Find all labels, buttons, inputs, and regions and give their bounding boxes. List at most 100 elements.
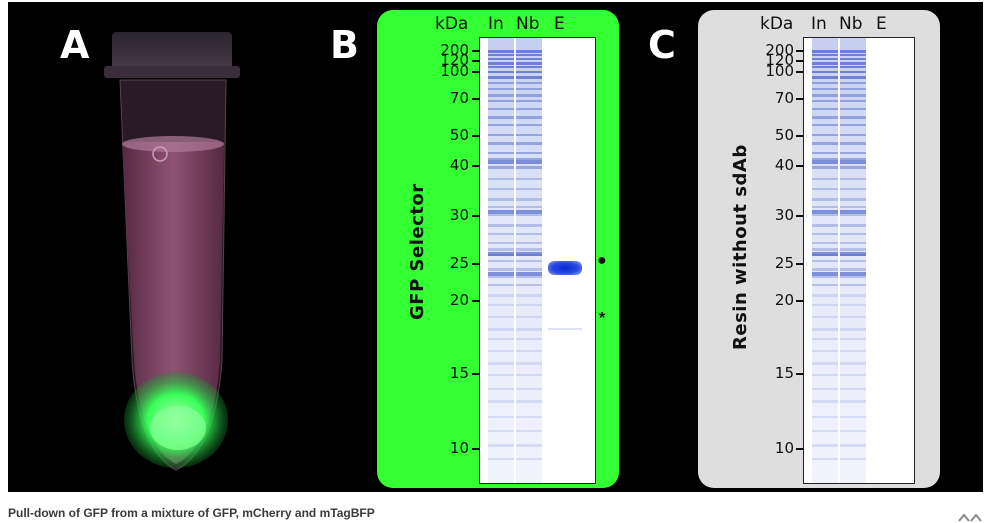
mw-marker-label: 15 xyxy=(449,364,469,382)
mw-marker-label: 200 xyxy=(765,41,794,59)
gel-band xyxy=(516,224,542,227)
mw-marker-tick xyxy=(472,71,479,73)
gel-band-strong xyxy=(840,210,866,214)
expand-icon[interactable] xyxy=(955,512,983,523)
mw-marker-tick xyxy=(796,135,803,137)
mw-marker-tick xyxy=(796,98,803,100)
gel-band xyxy=(840,268,866,271)
gel-band xyxy=(488,214,514,216)
star-marker: * xyxy=(599,310,606,327)
mw-marker-tick xyxy=(472,263,479,265)
panel-c-gel-frame: kDa In Nb E Resin without sdAb 200 120 100… xyxy=(698,10,940,488)
gel-band xyxy=(840,54,866,56)
gel-band xyxy=(840,116,866,119)
gel-band xyxy=(488,166,514,169)
mw-marker-tick xyxy=(472,135,479,137)
gel-band xyxy=(488,71,514,73)
gel-band xyxy=(840,108,866,110)
gel-band xyxy=(488,374,514,376)
mw-marker-label: 40 xyxy=(449,156,469,174)
gel-band xyxy=(516,242,542,244)
lane-header-nb: Nb xyxy=(516,14,540,34)
gel-band xyxy=(812,444,838,447)
lane-header-e: E xyxy=(876,14,887,34)
gel-band xyxy=(840,100,866,102)
gel-band xyxy=(840,388,866,390)
gel-band xyxy=(840,458,866,460)
mw-marker-label: 40 xyxy=(774,156,794,174)
gel-band xyxy=(488,82,514,84)
gel-band xyxy=(488,206,514,208)
gel-band xyxy=(840,134,866,136)
gel-band xyxy=(840,316,866,318)
gel-band-strong xyxy=(812,272,838,276)
gel-band-strong xyxy=(488,160,514,164)
gel-band xyxy=(516,62,542,65)
gel-band xyxy=(488,458,514,460)
gel-band xyxy=(812,430,838,432)
panel-a-letter: A xyxy=(60,23,90,67)
gel-band xyxy=(488,54,514,56)
gel-band xyxy=(812,374,838,376)
gel-band-strong xyxy=(516,272,542,276)
mw-marker-label: 25 xyxy=(449,254,469,272)
gel-band xyxy=(488,268,514,271)
gel-band xyxy=(840,158,866,160)
gel-band xyxy=(488,328,514,331)
gel-band xyxy=(812,82,838,84)
panel-b-letter: B xyxy=(330,23,359,67)
gel-band xyxy=(516,71,542,73)
gel-band-strong xyxy=(516,252,542,256)
gel-band xyxy=(812,134,838,136)
gel-band-strong xyxy=(488,252,514,256)
gel-band xyxy=(812,458,838,460)
gel-band xyxy=(516,260,542,262)
gel-band xyxy=(840,233,866,235)
gel-band xyxy=(516,66,542,68)
mw-marker-label: 70 xyxy=(449,89,469,107)
gel-band xyxy=(812,188,838,190)
mw-marker-tick xyxy=(796,215,803,217)
gel-band xyxy=(840,362,866,365)
gel-band xyxy=(812,248,838,251)
gel-band xyxy=(516,304,542,306)
gel-band xyxy=(812,50,838,53)
gel-band xyxy=(812,233,838,235)
gel-band xyxy=(812,214,838,216)
lane-header-e: E xyxy=(554,14,565,34)
gel-band xyxy=(812,268,838,271)
gel-c xyxy=(803,37,915,484)
gel-band-strong xyxy=(516,160,542,164)
gel-band-strong xyxy=(840,160,866,164)
gel-band xyxy=(812,260,838,262)
gel-band xyxy=(840,224,866,227)
gel-band xyxy=(488,350,514,352)
side-label-resin: Resin without sdAb xyxy=(730,144,751,350)
gel-band xyxy=(812,58,838,60)
mw-marker-label: 50 xyxy=(449,126,469,144)
gel-lane xyxy=(488,38,514,483)
mw-marker-label: 20 xyxy=(449,291,469,309)
gel-band xyxy=(812,166,838,169)
gel-band xyxy=(840,430,866,432)
gel-band-strong xyxy=(840,272,866,276)
gel-band xyxy=(516,88,542,90)
gel-band xyxy=(488,158,514,160)
gel-band xyxy=(840,88,866,90)
gel-band xyxy=(812,124,838,126)
gel-band xyxy=(516,430,542,432)
gel-band xyxy=(516,58,542,60)
kda-header: kDa xyxy=(435,14,469,34)
gel-band xyxy=(812,108,838,110)
mw-marker-label: 25 xyxy=(774,254,794,272)
gel-band xyxy=(812,284,838,286)
gel-band xyxy=(840,338,866,340)
gel-band xyxy=(488,124,514,126)
gel-band xyxy=(812,142,838,145)
gel-band xyxy=(488,108,514,110)
gel-band xyxy=(516,152,542,154)
lane-header-in: In xyxy=(811,14,827,34)
gel-lane xyxy=(812,38,838,483)
mw-marker-tick xyxy=(796,71,803,73)
gel-lane-elution xyxy=(548,38,582,483)
